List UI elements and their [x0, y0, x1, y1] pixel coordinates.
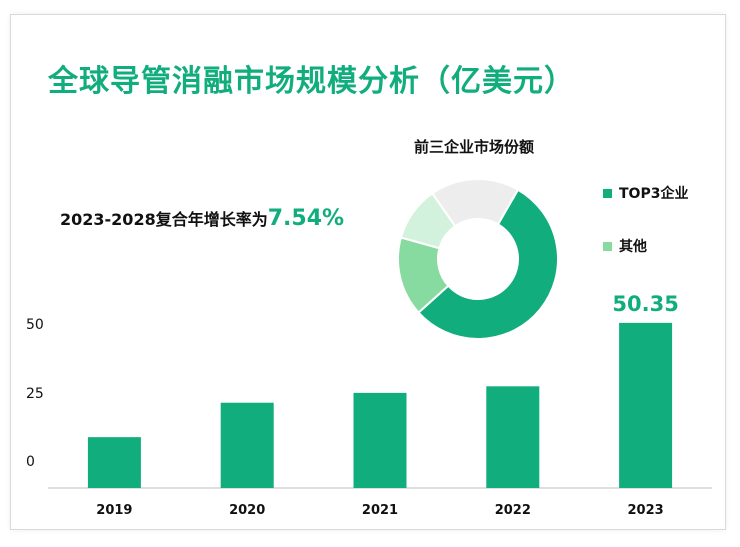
x-tick-label: 2022: [495, 503, 531, 518]
bar: [353, 392, 407, 488]
x-tick-label: 2021: [362, 503, 398, 518]
legend-swatch-top3: [603, 188, 612, 198]
cagr-label: 2023-2028复合年增长率为: [60, 210, 268, 229]
bar: [220, 402, 274, 488]
donut-chart: [397, 178, 559, 340]
page-title: 全球导管消融市场规模分析（亿美元）: [48, 64, 575, 99]
x-tick-label: 2023: [628, 503, 664, 518]
legend-item-other: 其他: [603, 236, 647, 256]
legend-swatch-other: [603, 241, 612, 251]
legend-item-top3: TOP3企业: [603, 183, 688, 203]
cagr-value: 7.54%: [267, 206, 345, 231]
x-tick-label: 2019: [96, 503, 132, 518]
pie-slice: [417, 188, 559, 340]
pie-title: 前三企业市场份额: [414, 138, 535, 156]
cagr-text: 2023-2028复合年增长率为7.54%: [60, 206, 344, 231]
y-tick-label: 25: [26, 386, 44, 402]
bar: [619, 322, 673, 488]
bar: [87, 437, 141, 488]
y-tick-label: 0: [26, 454, 35, 470]
legend-label-other: 其他: [619, 239, 647, 255]
bar-data-label: 50.35: [612, 292, 678, 316]
pie-slice: [430, 178, 520, 228]
y-tick-label: 50: [26, 317, 44, 333]
legend-label-top3: TOP3企业: [619, 186, 689, 202]
bar-chart: 0 25 50 2019 2020 2021 2022 2023 50.35: [26, 292, 712, 518]
x-tick-label: 2020: [229, 503, 265, 518]
bar: [486, 386, 540, 488]
